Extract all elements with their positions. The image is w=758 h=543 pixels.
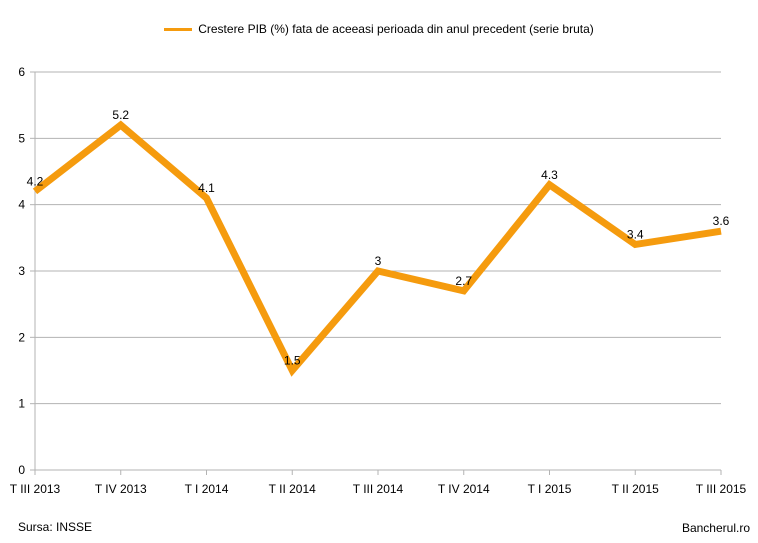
y-tick-label: 0: [18, 463, 25, 477]
legend-swatch: [164, 28, 193, 32]
brand-label: Bancherul.ro: [681, 521, 750, 535]
y-tick-label: 1: [18, 397, 25, 411]
data-label: 5.2: [112, 108, 129, 122]
x-tick-label: T IV 2014: [438, 482, 490, 496]
x-tick-label: T II 2014: [269, 482, 316, 496]
data-label: 4.1: [198, 181, 215, 195]
y-tick-label: 6: [18, 65, 25, 79]
y-tick-label: 4: [18, 198, 25, 212]
x-tick-label: T I 2014: [185, 482, 229, 496]
series-line: [32, 120, 722, 377]
data-label: 3.4: [627, 227, 644, 241]
legend: Crestere PIB (%) fata de aceeasi perioad…: [0, 22, 758, 36]
x-tick-label: T II 2015: [612, 482, 659, 496]
data-label: 4.3: [541, 168, 558, 182]
data-label: 2.7: [455, 274, 472, 288]
x-tick-label: T IV 2013: [95, 482, 147, 496]
x-tick-label: T I 2015: [528, 482, 572, 496]
y-tick-label: 2: [18, 330, 25, 344]
legend-label: Crestere PIB (%) fata de aceeasi perioad…: [198, 22, 594, 36]
data-label: 1.5: [284, 354, 301, 368]
x-tick-label: T III 2015: [696, 482, 747, 496]
x-tick-label: T III 2014: [353, 482, 404, 496]
source-note: Sursa: INSSE: [18, 520, 93, 534]
data-label: 4.2: [27, 174, 44, 188]
x-tick-label: T III 2013: [10, 482, 61, 496]
data-label: 3.6: [713, 214, 730, 228]
y-tick-label: 3: [18, 264, 25, 278]
data-label: 3: [375, 254, 382, 268]
y-tick-label: 5: [18, 131, 25, 145]
